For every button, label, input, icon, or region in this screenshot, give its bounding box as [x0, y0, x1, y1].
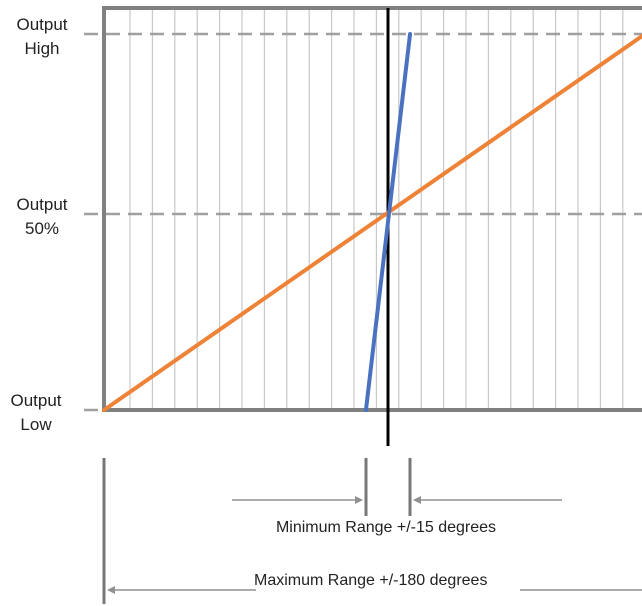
y-label-low-line1: Output [10, 391, 61, 410]
y-label-mid-line1: Output [16, 195, 67, 214]
min-range-label: Minimum Range +/-15 degrees [276, 519, 496, 536]
y-label-high-line1: Output [16, 15, 67, 34]
series-layer [102, 32, 642, 412]
y-label-mid-line2: 50% [25, 219, 59, 238]
y-label-low-line2: Low [20, 415, 52, 434]
min-range-left-arrowhead [355, 496, 363, 504]
y-label-high-line2: High [25, 39, 60, 58]
range-annotations: Minimum Range +/-15 degrees Maximum Range… [102, 458, 642, 604]
plot-frame [102, 6, 642, 412]
output-level-lines [84, 32, 642, 412]
min-range-series-line [363, 32, 413, 412]
min-range-right-arrowhead [413, 496, 421, 504]
grid-layer [129, 8, 624, 410]
max-range-series-line [102, 33, 642, 412]
y-axis-labels: Output High Output 50% Output Low [10, 15, 67, 434]
max-range-left-arrowhead [107, 586, 115, 594]
max-range-label: Maximum Range +/-180 degrees [254, 572, 487, 589]
